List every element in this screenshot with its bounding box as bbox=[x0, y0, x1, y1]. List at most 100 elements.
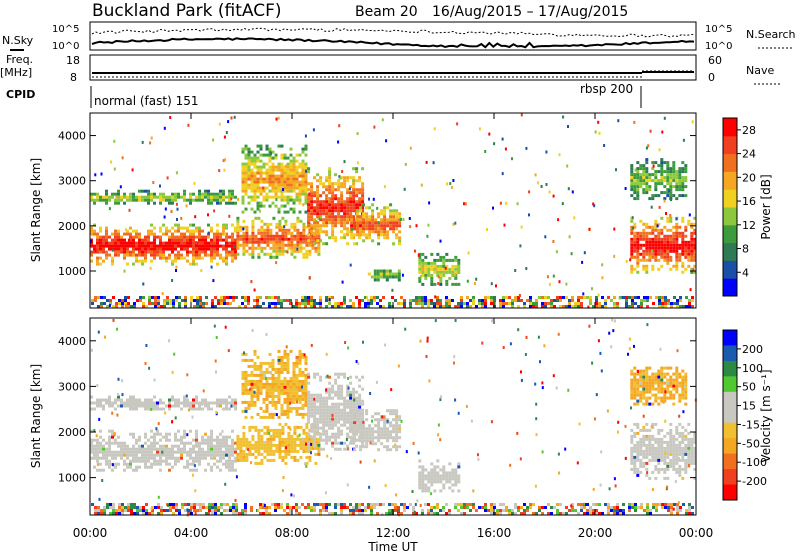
power-echo-cell bbox=[256, 207, 260, 211]
power-echo-cell bbox=[663, 197, 667, 201]
velocity-echo-cell bbox=[260, 440, 264, 444]
velocity-echo-cell bbox=[277, 400, 281, 404]
power-echo-cell bbox=[672, 179, 676, 183]
power-echo-cell bbox=[254, 216, 258, 220]
velocity-echo-cell bbox=[174, 444, 177, 448]
power-ground-scatter-cell bbox=[436, 305, 439, 308]
power-echo-cell bbox=[138, 259, 141, 263]
velocity-echo-cell bbox=[383, 421, 387, 425]
power-echo-cell bbox=[287, 243, 291, 247]
velocity-echo-cell bbox=[123, 459, 126, 463]
power-ground-scatter-cell bbox=[241, 302, 244, 305]
velocity-echo-cell bbox=[304, 412, 308, 416]
velocity-echo-cell bbox=[421, 486, 425, 490]
power-echo-cell bbox=[352, 209, 356, 213]
velocity-echo-cell bbox=[325, 408, 329, 412]
velocity-echo-cell bbox=[681, 449, 685, 453]
velocity-echo-cell bbox=[108, 444, 111, 448]
power-echo-cell bbox=[96, 241, 99, 245]
power-echo-cell bbox=[301, 174, 305, 178]
velocity-echo-cell bbox=[189, 453, 192, 457]
power-echo-cell bbox=[263, 252, 267, 256]
velocity-echo-cell bbox=[271, 403, 275, 407]
power-echo-cell bbox=[349, 197, 353, 201]
velocity-echo-cell bbox=[672, 455, 676, 459]
velocity-echo-cell bbox=[231, 441, 234, 445]
velocity-echo-cell bbox=[663, 387, 667, 391]
power-echo-cell bbox=[373, 275, 377, 279]
velocity-echo-cell bbox=[295, 394, 299, 398]
velocity-echo-cell bbox=[299, 425, 303, 429]
date-range: 16/Aug/2015 – 17/Aug/2015 bbox=[432, 4, 628, 20]
power-ground-scatter-cell bbox=[160, 305, 163, 308]
power-echo-cell bbox=[322, 224, 326, 228]
power-echo-cell bbox=[380, 209, 384, 213]
power-echo-cell bbox=[663, 234, 667, 238]
power-ground-scatter-cell bbox=[343, 299, 346, 302]
power-echo-cell bbox=[355, 206, 359, 210]
velocity-echo-cell bbox=[256, 388, 260, 392]
power-echo-cell bbox=[105, 256, 108, 260]
velocity-echo-cell bbox=[280, 382, 284, 386]
power-echo-cell bbox=[231, 232, 234, 236]
power-echo-cell bbox=[346, 200, 350, 204]
power-echo-cell bbox=[201, 241, 204, 245]
velocity-echo-cell bbox=[242, 455, 246, 459]
power-echo-cell bbox=[120, 247, 123, 251]
power-echo-cell bbox=[280, 195, 284, 199]
velocity-echo-cell bbox=[114, 401, 117, 405]
velocity-echo-cell bbox=[108, 398, 111, 402]
power-echo-cell bbox=[454, 282, 458, 286]
power-echo-cell bbox=[301, 189, 305, 193]
power-echo-cell bbox=[389, 227, 393, 231]
power-echo-cell bbox=[93, 201, 96, 205]
power-echo-cell bbox=[359, 224, 363, 228]
power-echo-cell bbox=[225, 238, 228, 242]
power-echo-cell bbox=[271, 180, 275, 184]
power-echo-cell bbox=[295, 198, 299, 202]
power-echo-cell bbox=[451, 264, 455, 268]
power-ground-scatter-cell bbox=[577, 299, 580, 302]
power-echo-cell bbox=[365, 224, 369, 228]
power-echo-cell bbox=[114, 241, 117, 245]
power-echo-cell bbox=[141, 247, 144, 251]
power-echo-cell bbox=[153, 201, 156, 205]
power-echo-cell bbox=[114, 247, 117, 251]
power-y-tick-label: 2000 bbox=[58, 220, 86, 233]
velocity-echo-cell bbox=[144, 465, 147, 469]
power-ground-scatter-cell bbox=[613, 302, 616, 305]
power-echo-cell bbox=[96, 198, 99, 202]
velocity-echo-cell bbox=[353, 424, 357, 428]
power-echo-cell bbox=[198, 189, 201, 193]
power-scatter-cell bbox=[348, 187, 351, 191]
power-echo-cell bbox=[439, 270, 443, 274]
power-ground-scatter-cell bbox=[280, 299, 283, 302]
velocity-echo-cell bbox=[398, 430, 402, 434]
power-echo-cell bbox=[120, 198, 123, 202]
power-echo-cell bbox=[111, 241, 114, 245]
power-scatter-cell bbox=[629, 258, 632, 262]
power-echo-cell bbox=[328, 185, 332, 189]
power-echo-cell bbox=[204, 247, 207, 251]
power-echo-cell bbox=[328, 170, 332, 174]
velocity-echo-cell bbox=[666, 446, 670, 450]
velocity-echo-cell bbox=[663, 366, 667, 370]
power-echo-cell bbox=[265, 180, 269, 184]
power-echo-cell bbox=[150, 198, 153, 202]
velocity-echo-cell bbox=[651, 443, 655, 447]
velocity-echo-cell bbox=[642, 428, 646, 432]
power-ground-scatter-cell bbox=[205, 302, 208, 305]
power-ground-scatter-cell bbox=[310, 299, 313, 302]
velocity-echo-cell bbox=[359, 430, 363, 434]
power-echo-cell bbox=[669, 237, 673, 241]
velocity-echo-cell bbox=[265, 382, 269, 386]
velocity-echo-cell bbox=[102, 404, 105, 408]
power-colorbar-label: Power [dB] bbox=[759, 174, 773, 239]
power-ground-scatter-cell bbox=[577, 305, 580, 308]
power-echo-cell bbox=[250, 150, 254, 154]
power-echo-cell bbox=[174, 247, 177, 251]
power-echo-cell bbox=[228, 241, 231, 245]
power-echo-cell bbox=[386, 233, 390, 237]
velocity-echo-cell bbox=[292, 379, 296, 383]
power-echo-cell bbox=[340, 182, 344, 186]
